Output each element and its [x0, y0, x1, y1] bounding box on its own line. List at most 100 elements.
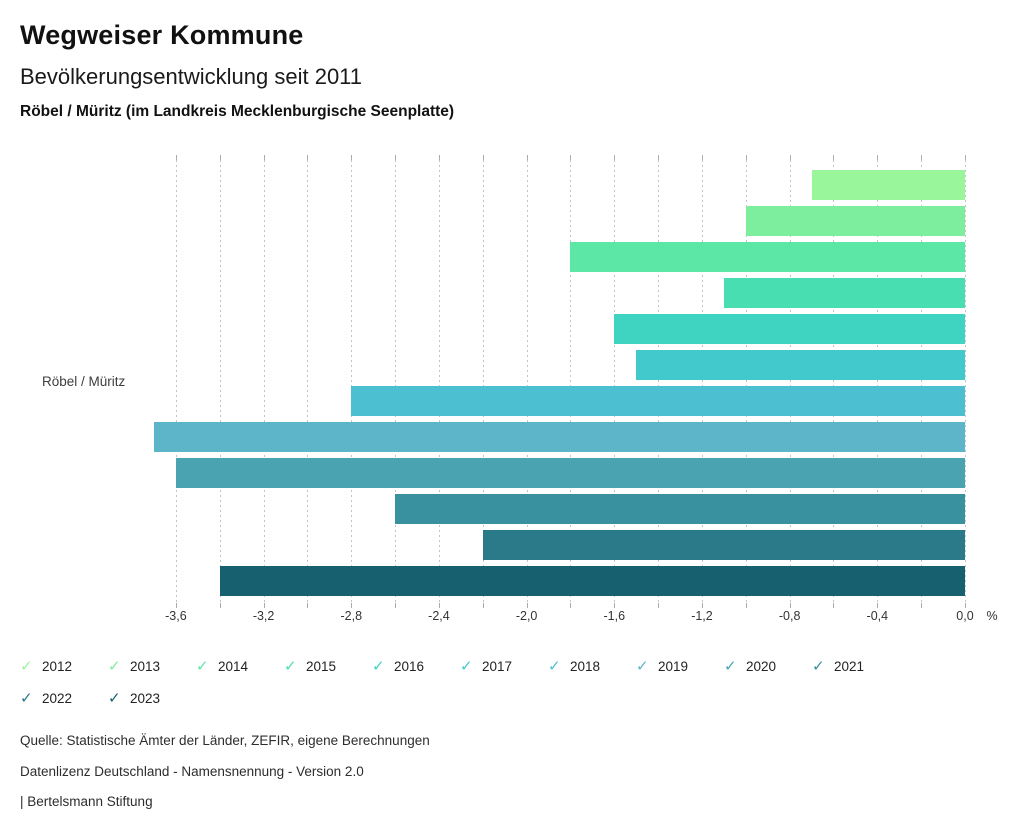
legend-item-2015[interactable]: ✓ 2015 — [284, 650, 372, 682]
legend-item-2013[interactable]: ✓ 2013 — [108, 650, 196, 682]
axis-tick — [570, 603, 572, 608]
bar-2015[interactable] — [723, 278, 965, 308]
axis-tick — [395, 155, 397, 160]
axis-tick — [351, 603, 353, 608]
legend-item-2022[interactable]: ✓ 2022 — [20, 682, 108, 714]
gridline — [526, 160, 528, 602]
bar-2017[interactable] — [636, 350, 965, 380]
brand-attribution: | Bertelsmann Stiftung — [20, 794, 153, 809]
x-tick-label: -1,6 — [603, 609, 626, 623]
axis-tick — [526, 603, 528, 608]
axis-tick — [395, 603, 397, 608]
axis-tick — [965, 603, 966, 608]
legend-year-label: 2022 — [42, 690, 73, 706]
checkmark-icon: ✓ — [372, 657, 385, 675]
axis-tick — [614, 155, 616, 160]
data-license: Datenlizenz Deutschland - Namensnennung … — [20, 764, 364, 779]
axis-tick — [482, 603, 484, 608]
legend-item-2020[interactable]: ✓ 2020 — [724, 650, 812, 682]
x-tick-label: -2,0 — [515, 609, 538, 623]
checkmark-icon: ✓ — [20, 657, 33, 675]
axis-tick — [482, 155, 484, 160]
gridline — [614, 160, 616, 602]
gridline — [570, 160, 572, 602]
legend-item-2017[interactable]: ✓ 2017 — [460, 650, 548, 682]
legend-year-label: 2015 — [306, 658, 337, 674]
checkmark-icon: ✓ — [636, 657, 649, 675]
checkmark-icon: ✓ — [196, 657, 209, 675]
bar-2023[interactable] — [219, 566, 965, 596]
axis-tick — [921, 155, 923, 160]
legend-item-2019[interactable]: ✓ 2019 — [636, 650, 724, 682]
bar-2022[interactable] — [482, 530, 965, 560]
axis-tick — [219, 155, 221, 160]
gridline — [965, 160, 966, 602]
gridline — [219, 160, 221, 602]
gridline — [482, 160, 484, 602]
axis-tick — [701, 603, 703, 608]
bar-2014[interactable] — [570, 242, 965, 272]
gridline — [175, 160, 177, 602]
legend-year-label: 2020 — [746, 658, 777, 674]
legend-item-2021[interactable]: ✓ 2021 — [812, 650, 900, 682]
gridline — [263, 160, 265, 602]
checkmark-icon: ✓ — [108, 689, 121, 707]
legend-item-2012[interactable]: ✓ 2012 — [20, 650, 108, 682]
checkmark-icon: ✓ — [108, 657, 121, 675]
gridline — [658, 160, 660, 602]
gridline — [438, 160, 440, 602]
bar-2021[interactable] — [395, 494, 965, 524]
axis-tick — [351, 155, 353, 160]
legend-item-2014[interactable]: ✓ 2014 — [196, 650, 284, 682]
bar-2018[interactable] — [351, 386, 965, 416]
axis-tick — [175, 603, 177, 608]
x-tick-label: -1,2 — [691, 609, 713, 623]
axis-tick — [789, 603, 791, 608]
gridline — [921, 160, 923, 602]
legend-item-2018[interactable]: ✓ 2018 — [548, 650, 636, 682]
bar-2019[interactable] — [154, 422, 965, 452]
axis-tick — [526, 155, 528, 160]
legend-year-label: 2021 — [834, 658, 865, 674]
gridline — [307, 160, 309, 602]
source-attribution: Quelle: Statistische Ämter der Länder, Z… — [20, 733, 430, 748]
axis-tick — [701, 155, 703, 160]
x-tick-label: -3,2 — [252, 609, 275, 623]
legend-year-label: 2023 — [130, 690, 161, 706]
x-axis: % -3,6 -3,2 -2,8 -2,4 -2,0 -1,6 -1,2 -0,8 -0,4 0,… — [154, 609, 997, 625]
axis-tick — [438, 603, 440, 608]
axis-tick — [658, 603, 660, 608]
x-tick-label: 0,0 — [956, 609, 974, 623]
bar-2020[interactable] — [175, 458, 965, 488]
bar-2012[interactable] — [811, 170, 965, 200]
axis-tick — [877, 155, 879, 160]
gridline — [351, 160, 353, 602]
gridline — [701, 160, 703, 602]
gridline — [745, 160, 747, 602]
chart-legend: ✓ 2012 ✓ 2013 ✓ 2014 ✓ 2015 ✓ 2016 ✓ 2017 ✓ 2018 ✓ 2019… — [20, 650, 925, 714]
legend-year-label: 2012 — [42, 658, 73, 674]
plot-area: % -3,6 -3,2 -2,8 -2,4 -2,0 -1,6 -1,2 -0,8 -0,4 0,… — [154, 155, 998, 623]
axis-tick — [745, 155, 747, 160]
axis-tick — [175, 155, 177, 160]
checkmark-icon: ✓ — [20, 689, 33, 707]
axis-tick — [263, 155, 265, 160]
x-tick-label: -2,4 — [428, 609, 450, 623]
bar-2016[interactable] — [614, 314, 965, 344]
page-title: Wegweiser Kommune — [20, 20, 304, 50]
region-label: Röbel / Müritz (im Landkreis Mecklenburg… — [20, 103, 455, 120]
chart-subtitle: Bevölkerungsentwicklung seit 2011 — [20, 64, 363, 89]
legend-year-label: 2014 — [218, 658, 249, 674]
legend-item-2023[interactable]: ✓ 2023 — [108, 682, 196, 714]
bar-2013[interactable] — [745, 206, 965, 236]
x-tick-label: -2,8 — [340, 609, 363, 623]
gridline — [877, 160, 879, 602]
legend-item-2016[interactable]: ✓ 2016 — [372, 650, 460, 682]
checkmark-icon: ✓ — [812, 657, 825, 675]
x-tick-label: -3,6 — [165, 609, 187, 623]
gridline — [395, 160, 397, 602]
checkmark-icon: ✓ — [724, 657, 737, 675]
axis-tick — [833, 155, 835, 160]
axis-tick — [789, 155, 791, 160]
